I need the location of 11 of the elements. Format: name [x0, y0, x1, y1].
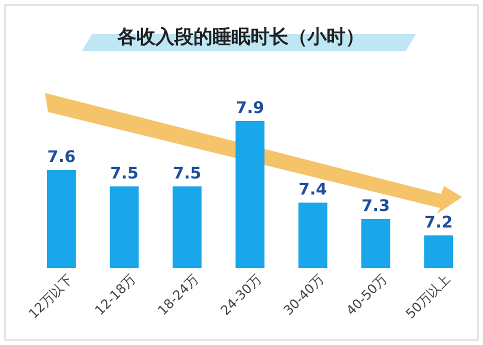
data-label: 7.2 [424, 212, 453, 232]
data-label: 7.5 [110, 163, 138, 182]
data-label: 7.3 [362, 196, 390, 215]
x-tick-label: 50万以上 [404, 272, 454, 322]
chart-title: 各收入段的睡眠时长（小时） [116, 26, 364, 48]
data-label: 7.6 [47, 147, 76, 166]
data-label: 7.5 [172, 163, 202, 182]
title: 各收入段的睡眠时长（小时） [82, 26, 416, 51]
x-tick-label: 12万以下 [26, 272, 76, 322]
data-label: 7.9 [236, 98, 264, 117]
data-label: 7.4 [298, 180, 328, 199]
